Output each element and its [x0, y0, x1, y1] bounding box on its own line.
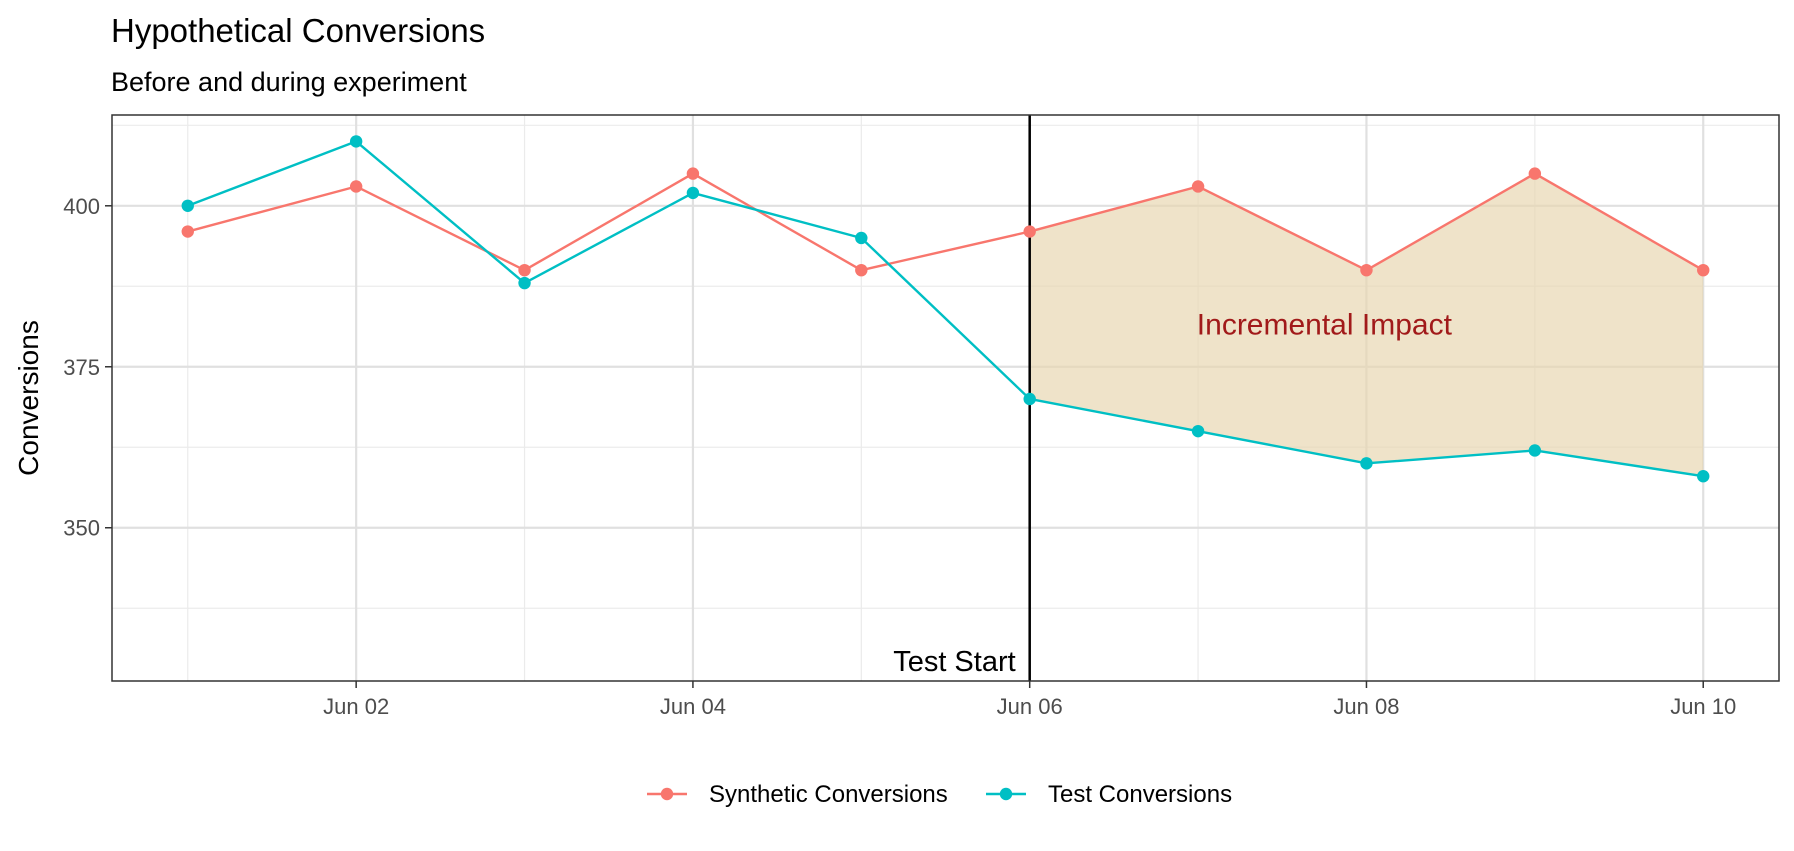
x-axis-ticks: Jun 02 Jun 04 Jun 06 Jun 08 Jun 10: [323, 681, 1736, 719]
annotation-group: Incremental Impact: [1197, 309, 1453, 342]
data-point-synthetic: [1360, 263, 1373, 277]
y-axis-label: Conversions: [13, 320, 44, 476]
data-point-synthetic: [1528, 167, 1542, 180]
data-point-synthetic: [518, 263, 531, 277]
incremental-impact-area: [1029, 173, 1704, 477]
data-point-test: [349, 135, 363, 148]
chart-subtitle: Before and during experiment: [111, 67, 467, 97]
series-line-synthetic: [187, 172, 1704, 272]
series-line-test: [187, 140, 1704, 478]
data-point-synthetic: [686, 167, 700, 180]
data-point-test: [518, 276, 531, 290]
data-point-synthetic: [855, 263, 868, 277]
legend-key-point-synthetic: [660, 787, 674, 801]
y-tick-label: 400: [63, 194, 100, 219]
data-point-test: [181, 199, 194, 212]
legend: Synthetic Conversions Test Conversions: [647, 781, 1232, 808]
data-point-synthetic: [1023, 225, 1036, 238]
minor-gridlines: [112, 115, 1779, 681]
legend-label-synthetic: Synthetic Conversions: [709, 781, 948, 808]
x-tick-label: Jun 08: [1333, 694, 1399, 719]
data-point-synthetic: [1697, 263, 1710, 277]
y-tick-label: 375: [63, 355, 100, 380]
incremental-impact-fill: [1029, 173, 1704, 477]
data-point-synthetic: [181, 225, 194, 238]
x-tick-label: Jun 02: [323, 694, 389, 719]
data-point-test: [1697, 470, 1710, 483]
data-point-test: [1528, 444, 1542, 457]
y-axis-ticks: 350 375 400: [63, 194, 112, 541]
x-tick-label: Jun 04: [660, 694, 726, 719]
series-lines: [187, 140, 1704, 478]
chart-title: Hypothetical Conversions: [111, 12, 485, 49]
x-tick-label: Jun 06: [997, 694, 1063, 719]
x-tick-label: Jun 10: [1670, 694, 1736, 719]
data-point-test: [855, 231, 868, 245]
incremental-impact-label: Incremental Impact: [1197, 309, 1453, 342]
series-points: [181, 135, 1710, 483]
legend-key-point-test: [999, 787, 1013, 801]
data-point-test: [686, 186, 700, 200]
y-tick-label: 350: [63, 516, 100, 541]
data-point-test: [1023, 392, 1036, 406]
data-point-test: [1191, 424, 1205, 438]
test-start-label: Test Start: [893, 646, 1016, 678]
legend-label-test: Test Conversions: [1048, 781, 1232, 808]
data-point-synthetic: [349, 180, 363, 193]
panel-border: [111, 114, 1780, 682]
data-point-test: [1360, 457, 1373, 470]
data-point-synthetic: [1191, 180, 1205, 193]
test-start-line-group: Test Start: [893, 115, 1031, 681]
